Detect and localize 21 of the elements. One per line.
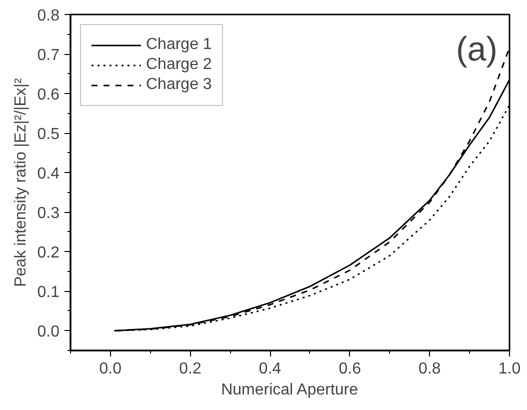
x-tick-label: 0.4 — [258, 360, 282, 378]
annotation: (a) — [456, 30, 498, 68]
y-axis-title: Peak intensity ratio |Ez|²/|Ex|² — [12, 77, 30, 287]
x-tick-label: 1.0 — [498, 360, 521, 378]
y-tick-label: 0.5 — [37, 126, 60, 144]
y-tick-label: 0.0 — [37, 324, 60, 341]
y-tick-label: 0.1 — [37, 284, 60, 302]
x-axis-title: Numerical Aperture — [221, 382, 358, 398]
y-tick-label: 0.4 — [37, 166, 60, 183]
y-tick-label: 0.6 — [37, 86, 60, 104]
y-tick-label: 0.2 — [37, 244, 60, 262]
legend-label: Charge 3 — [146, 75, 212, 95]
x-tick-label: 0.8 — [418, 360, 441, 378]
x-tick-label: 0.6 — [338, 360, 362, 378]
y-tick-label: 0.7 — [37, 47, 60, 64]
x-tick-label: 0.2 — [179, 360, 202, 378]
legend-label: Charge 1 — [146, 35, 212, 55]
legend-label: Charge 2 — [146, 55, 212, 75]
y-tick-label: 0.8 — [37, 8, 60, 24]
x-tick-label: 0.0 — [99, 360, 122, 378]
y-tick-label: 0.3 — [37, 205, 60, 222]
